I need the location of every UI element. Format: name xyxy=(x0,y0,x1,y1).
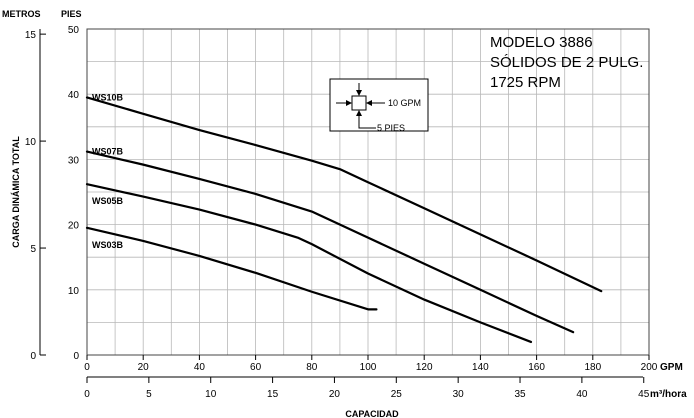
gpm-tick-label: 180 xyxy=(584,362,601,373)
metros-tick-label: 10 xyxy=(25,137,37,148)
metros-tick-labels: 0 5 10 15 xyxy=(25,30,46,362)
gpm-tick-label: 200 xyxy=(641,362,658,373)
x-axis-title: CAPACIDAD xyxy=(345,409,399,418)
model-line-3: 1725 RPM xyxy=(490,74,561,91)
m3h-tick-label: 20 xyxy=(329,389,341,400)
m3h-tick-label: 25 xyxy=(391,389,403,400)
pies-tick-label: 40 xyxy=(68,90,80,101)
series-label-ws10b: WS10B xyxy=(92,92,124,102)
grid-legend-v-label: 5 PIES xyxy=(377,123,405,133)
series-label-ws07b: WS07B xyxy=(92,147,124,157)
m3h-tick-label: 35 xyxy=(514,389,526,400)
pies-tick-label: 50 xyxy=(68,25,80,36)
gpm-tick-label: 160 xyxy=(528,362,545,373)
pies-tick-label: 10 xyxy=(68,286,80,297)
gpm-tick-label: 0 xyxy=(84,362,90,373)
m3h-tick-label: 0 xyxy=(84,389,90,400)
gpm-tick-label: 20 xyxy=(138,362,150,373)
m3h-tick-label: 30 xyxy=(453,389,465,400)
arrow-top-head xyxy=(356,90,362,96)
curve-ws07b xyxy=(85,150,575,334)
curve-ws10b xyxy=(85,96,603,293)
m3h-tick-labels: 0 5 10 15 20 25 30 35 40 45 xyxy=(84,377,650,400)
grid-lines xyxy=(87,29,649,355)
series-label-ws05b: WS05B xyxy=(92,196,124,206)
curve-ws03b xyxy=(85,226,378,311)
series-labels: WS10B WS07B WS05B WS03B xyxy=(92,92,124,249)
y-axis-title: CARGA DINÁMICA TOTAL xyxy=(11,136,21,248)
m3h-tick-label: 40 xyxy=(576,389,588,400)
model-line-1: MODELO 3886 xyxy=(490,34,593,51)
m3h-tick-label: 15 xyxy=(267,389,279,400)
y-left-unit: METROS xyxy=(2,9,41,19)
grid-legend-h-label: 10 GPM xyxy=(388,98,421,108)
x-secondary-unit: m³/hora xyxy=(650,389,687,400)
gpm-tick-label: 60 xyxy=(250,362,262,373)
arrow-left-head xyxy=(346,100,352,106)
pies-tick-label: 0 xyxy=(73,351,79,362)
x-primary-unit: GPM xyxy=(660,362,683,373)
pies-tick-label: 20 xyxy=(68,221,80,232)
gpm-tick-labels: 0 20 40 60 80 100 120 140 160 180 200 xyxy=(84,355,658,373)
gpm-tick-label: 40 xyxy=(194,362,206,373)
m3h-tick-label: 45 xyxy=(638,389,650,400)
pies-tick-label: 30 xyxy=(68,155,80,166)
m3h-tick-label: 10 xyxy=(205,389,217,400)
gpm-tick-label: 100 xyxy=(360,362,377,373)
y-right-unit: PIES xyxy=(61,9,82,19)
model-line-2: SÓLIDOS DE 2 PULG. xyxy=(490,54,643,71)
arrow-bottom-head xyxy=(356,110,362,116)
gpm-tick-label: 80 xyxy=(306,362,318,373)
grid-scale-legend: 10 GPM 5 PIES xyxy=(329,78,429,133)
grid-cell-sample xyxy=(351,95,367,111)
metros-tick-label: 0 xyxy=(30,351,36,362)
arrow-bottom-shaft xyxy=(358,115,376,129)
metros-tick-label: 15 xyxy=(25,30,37,41)
gpm-tick-label: 120 xyxy=(416,362,433,373)
gpm-tick-label: 140 xyxy=(472,362,489,373)
curve-ws05b xyxy=(85,183,533,344)
m3h-tick-label: 5 xyxy=(146,389,152,400)
performance-curves xyxy=(85,96,603,344)
arrow-right-head xyxy=(366,100,372,106)
series-label-ws03b: WS03B xyxy=(92,240,124,250)
metros-tick-label: 5 xyxy=(30,244,36,255)
pies-tick-labels: 0 10 20 30 40 50 xyxy=(68,25,80,362)
